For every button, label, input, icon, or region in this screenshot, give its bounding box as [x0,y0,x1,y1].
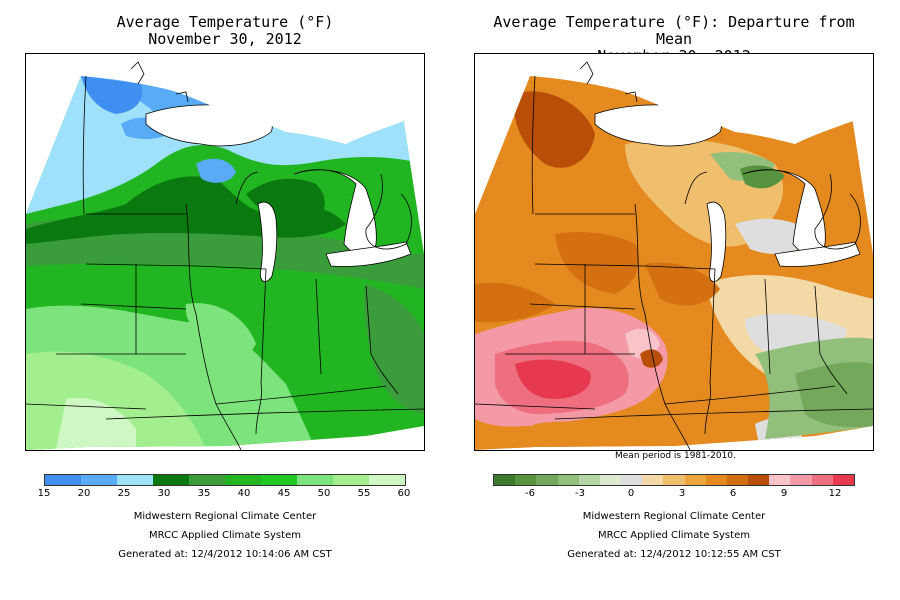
legend-swatch [557,475,579,485]
legend-tick: 6 [729,488,737,499]
legend-swatch [832,475,854,485]
temperature-legend-labels: 15 20 25 30 35 40 45 50 55 60 [38,488,411,502]
credit-center: Midwestern Regional Climate Center [133,511,317,522]
legend-swatch [811,475,833,485]
temperature-legend-bar [44,474,406,486]
legend-swatch [621,475,643,485]
credit-generated: Generated at: 12/4/2012 10:14:06 AM CST [118,549,332,560]
credit-system: MRCC Applied Climate System [598,530,750,541]
legend-swatch [515,475,537,485]
left-title-date: November 30, 2012 [148,30,302,48]
departure-legend-bar [493,474,855,486]
legend-swatch [81,475,117,485]
legend-swatch [769,475,791,485]
legend-swatch [578,475,600,485]
legend-tick: 50 [317,488,331,499]
legend-swatch [642,475,664,485]
legend-swatch [369,475,405,485]
legend-swatch [790,475,812,485]
legend-swatch [189,475,225,485]
legend-tick: 25 [117,488,131,499]
legend-swatch [45,475,81,485]
legend-swatch [599,475,622,485]
legend-swatch [333,475,369,485]
legend-swatch [726,475,749,485]
legend-tick: 40 [237,488,251,499]
legend-tick: 9 [780,488,788,499]
legend-swatch [536,475,558,485]
left-map-title: Average Temperature (°F) November 30, 20… [25,14,425,48]
credit-center: Midwestern Regional Climate Center [582,511,766,522]
legend-swatch [494,475,516,485]
legend-tick: 60 [397,488,411,499]
legend-tick: -3 [575,488,585,499]
departure-map-canvas [475,54,873,450]
legend-tick: 55 [357,488,371,499]
credit-generated: Generated at: 12/4/2012 10:12:55 AM CST [567,549,781,560]
legend-tick: 15 [37,488,51,499]
temperature-map-canvas [26,54,424,450]
legend-swatch [684,475,706,485]
departure-map [474,53,874,451]
temperature-map [25,53,425,451]
legend-swatch [705,475,727,485]
legend-tick: 3 [678,488,686,499]
legend-swatch [297,475,333,485]
legend-swatch [663,475,685,485]
right-credits: Midwestern Regional Climate Center MRCC … [474,507,874,564]
left-credits: Midwestern Regional Climate Center MRCC … [25,507,425,564]
credit-system: MRCC Applied Climate System [149,530,301,541]
legend-tick: 20 [77,488,91,499]
departure-legend-labels: -6 -3 0 3 6 9 12 [493,488,855,502]
mean-period-note: Mean period is 1981-2010. [615,451,736,461]
legend-swatch [153,475,189,485]
right-title-line1: Average Temperature (°F): Departure from… [493,13,855,48]
legend-tick: 12 [828,488,842,499]
left-title-line1: Average Temperature (°F) [116,13,334,31]
legend-swatch [225,475,261,485]
legend-tick: 35 [197,488,211,499]
legend-tick: -6 [525,488,535,499]
legend-tick: 30 [157,488,171,499]
legend-swatch [261,475,297,485]
legend-swatch [117,475,153,485]
legend-tick: 0 [627,488,635,499]
legend-swatch [748,475,770,485]
legend-tick: 45 [277,488,291,499]
